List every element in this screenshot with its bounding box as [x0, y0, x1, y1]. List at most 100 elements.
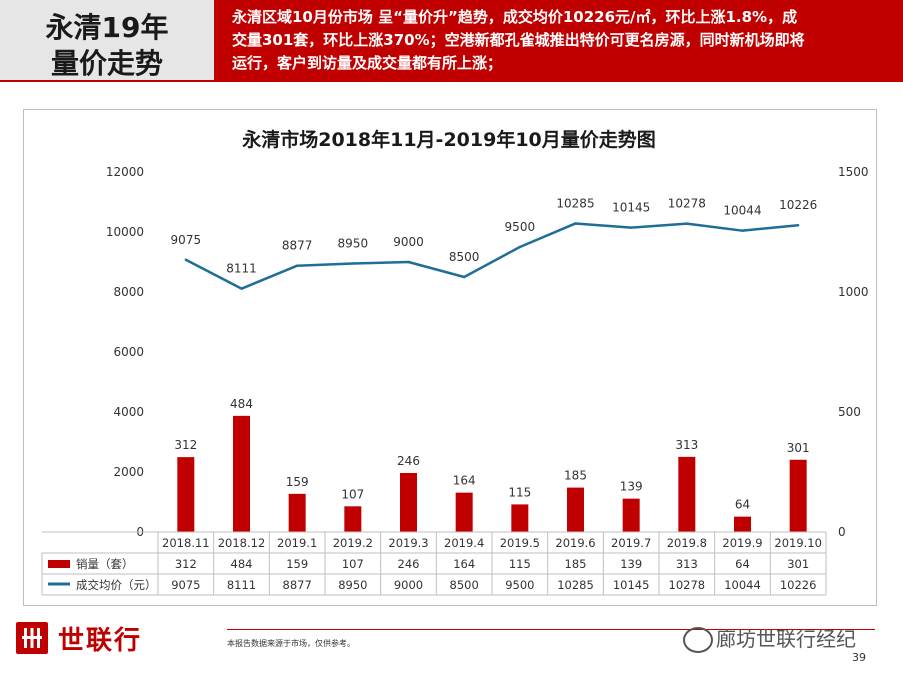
- x-category-label: 2019.4: [444, 536, 484, 550]
- table-cell-price: 10285: [557, 578, 594, 592]
- bar-data-label: 313: [675, 438, 698, 452]
- line-point: [240, 287, 243, 290]
- footer-note: 本报告数据来源于市场，仅供参考。: [227, 639, 355, 648]
- bar-data-label: 484: [230, 397, 253, 411]
- line-point: [407, 260, 410, 264]
- line-data-label: 10285: [556, 196, 594, 210]
- bar-sales: [177, 457, 195, 532]
- line-point: [629, 226, 633, 229]
- wechat-icon: [683, 627, 713, 653]
- table-cell-price: 9075: [171, 578, 200, 592]
- bar-data-label: 64: [735, 498, 750, 512]
- line-data-label: 10226: [779, 198, 817, 212]
- chart-title: 永清市场2018年11月-2019年10月量价走势图: [241, 128, 656, 151]
- bar-data-label: 164: [453, 474, 476, 488]
- table-cell-sales: 64: [735, 557, 750, 571]
- table-cell-sales: 107: [342, 557, 364, 571]
- bar-data-label: 312: [174, 438, 197, 452]
- x-category-label: 2019.7: [611, 536, 651, 550]
- line-point: [518, 245, 522, 249]
- table-cell-price: 10044: [724, 578, 761, 592]
- bar-data-label: 185: [564, 469, 587, 483]
- bar-sales: [344, 506, 362, 532]
- line-point: [295, 264, 299, 267]
- line-point: [462, 275, 466, 279]
- table-cell-price: 10278: [669, 578, 706, 592]
- table-cell-sales: 313: [676, 557, 698, 571]
- table-cell-price: 8877: [283, 578, 312, 592]
- table-cell-price: 10226: [780, 578, 817, 592]
- line-data-label: 8111: [226, 262, 257, 276]
- page-title-line1: 永清19年: [45, 11, 169, 44]
- bar-sales: [288, 493, 306, 532]
- y-right-tick-label: 0: [838, 525, 846, 539]
- y-left-tick-label: 6000: [113, 345, 144, 359]
- table-cell-sales: 246: [398, 557, 420, 571]
- bar-data-label: 159: [286, 475, 309, 489]
- line-data-label: 10278: [668, 197, 706, 211]
- summary-box: 永清区域10月份市场 呈“量价升”趋势，成交均价10226元/㎡，环比上涨1.8…: [222, 0, 903, 80]
- line-point: [184, 258, 188, 261]
- bar-data-label: 107: [341, 487, 364, 501]
- title-accent-bar: [214, 0, 222, 80]
- y-left-tick-label: 4000: [113, 405, 144, 419]
- line-data-label: 8877: [282, 239, 313, 253]
- line-point: [351, 262, 355, 265]
- bar-data-label: 115: [508, 485, 531, 499]
- table-cell-sales: 484: [231, 557, 253, 571]
- bar-sales: [511, 504, 529, 532]
- page-title-line2: 量价走势: [50, 47, 163, 80]
- summary-line-2: 交量301套，环比上涨370%；空港新都孔雀城推出特价可更名房源，同时新机场即将: [232, 31, 805, 49]
- bar-sales: [734, 516, 751, 532]
- table-cell-sales: 115: [509, 557, 531, 571]
- bar-sales: [455, 492, 473, 532]
- line-data-label: 10145: [612, 201, 650, 215]
- table-cell-price: 10145: [613, 578, 650, 592]
- header-divider: [0, 80, 903, 82]
- summary-text: 永清区域10月份市场 呈“量价升”趋势，成交均价10226元/㎡，环比上涨1.8…: [232, 6, 894, 75]
- title-box: 永清19年 量价走势: [0, 0, 214, 80]
- logo-text: 世联行: [58, 626, 143, 656]
- table-cell-sales: 301: [787, 557, 809, 571]
- x-category-label: 2019.2: [333, 536, 373, 550]
- y-right-tick-label: 1500: [838, 165, 869, 179]
- x-category-label: 2018.11: [162, 536, 210, 550]
- table-cell-sales: 159: [286, 557, 308, 571]
- bar-sales: [789, 459, 807, 532]
- bar-data-label: 301: [787, 441, 810, 455]
- bar-data-label: 139: [620, 480, 643, 494]
- x-category-label: 2019.9: [722, 536, 762, 550]
- logo-icon: [16, 622, 48, 654]
- table-cell-price: 8950: [338, 578, 367, 592]
- line-point: [741, 229, 744, 232]
- table-cell-sales: 164: [453, 557, 475, 571]
- line-point: [685, 222, 689, 225]
- x-category-label: 2019.3: [388, 536, 428, 550]
- bar-sales: [233, 415, 250, 532]
- bar-sales: [678, 456, 696, 532]
- legend-label-line: 成交均价（元）: [76, 578, 157, 592]
- y-right-tick-label: 1000: [838, 285, 869, 299]
- table-cell-price: 8500: [450, 578, 479, 592]
- y-left-tick-label: 10000: [106, 225, 144, 239]
- x-category-label: 2019.5: [500, 536, 540, 550]
- line-data-label: 9075: [171, 233, 202, 247]
- bar-sales: [567, 487, 584, 532]
- line-data-label: 8950: [338, 237, 369, 251]
- x-category-label: 2018.12: [218, 536, 266, 550]
- wechat-account: 廊坊世联行经纪: [716, 627, 856, 651]
- x-category-label: 2019.1: [277, 536, 317, 550]
- x-category-label: 2019.6: [555, 536, 595, 550]
- line-data-label: 9000: [393, 235, 424, 249]
- line-data-label: 8500: [449, 250, 480, 264]
- summary-line-1: 永清区域10月份市场 呈“量价升”趋势，成交均价10226元/㎡，环比上涨1.8…: [232, 8, 798, 26]
- bar-sales: [622, 498, 640, 532]
- line-point: [796, 224, 800, 227]
- y-left-tick-label: 8000: [113, 285, 144, 299]
- table-cell-price: 9500: [505, 578, 534, 592]
- y-right-tick-label: 500: [838, 405, 861, 419]
- legend-label-bar: 销量（套）: [76, 557, 134, 571]
- y-left-tick-label: 12000: [106, 165, 144, 179]
- line-data-label: 9500: [505, 220, 536, 234]
